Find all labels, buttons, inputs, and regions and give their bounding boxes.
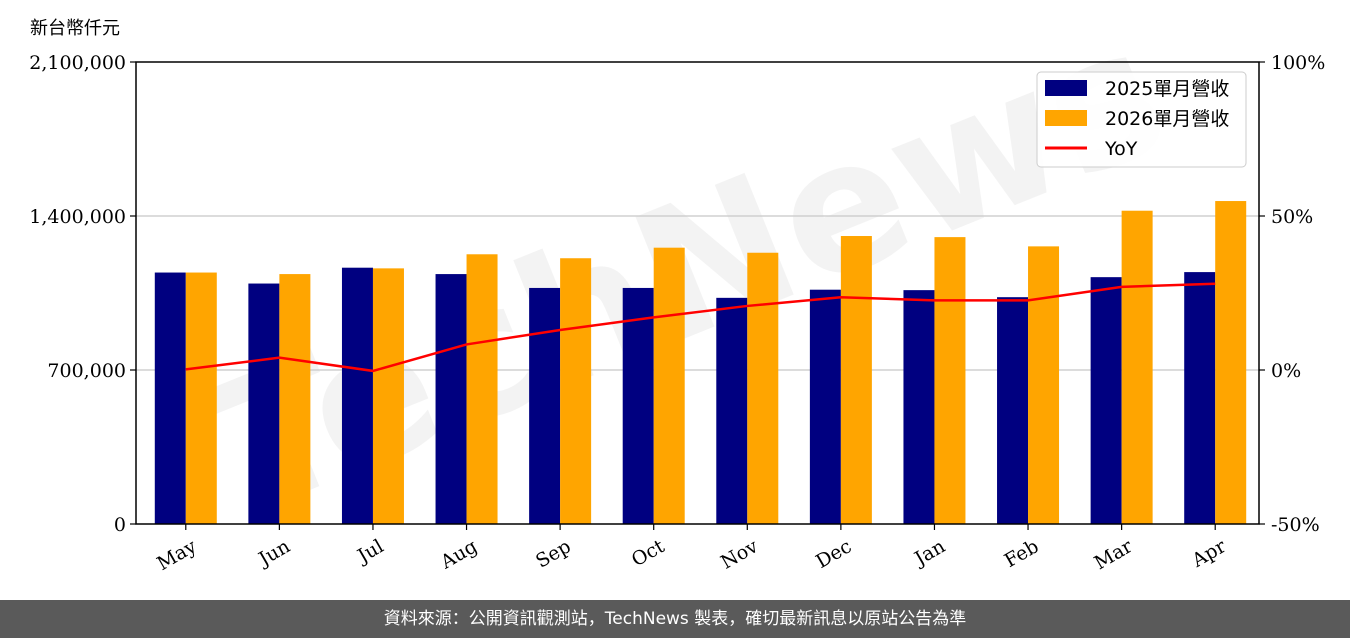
legend-box bbox=[1036, 71, 1247, 168]
x-tick-label: Aug bbox=[436, 535, 481, 574]
x-tick-label: Apr bbox=[1188, 535, 1231, 572]
bar bbox=[747, 252, 779, 525]
y-right-tick-label: -50% bbox=[1271, 514, 1320, 536]
bar bbox=[560, 258, 592, 524]
bar bbox=[372, 268, 404, 524]
bar bbox=[716, 297, 748, 524]
yoy-line-group bbox=[185, 282, 1216, 373]
y-right-tick-label: 0% bbox=[1271, 360, 1301, 382]
bar bbox=[341, 267, 373, 524]
gridlines bbox=[136, 215, 1259, 371]
bar bbox=[279, 274, 311, 524]
x-tick-label: Mar bbox=[1091, 535, 1137, 574]
y-left-tick-label: 2,100,000 bbox=[29, 52, 126, 74]
yoy-line bbox=[185, 282, 1216, 373]
revenue-chart: TechNews 0700,0001,400,0002,100,000-50%0… bbox=[29, 0, 1325, 575]
bar bbox=[466, 254, 498, 524]
bar bbox=[248, 283, 280, 524]
bar bbox=[154, 272, 186, 524]
bar bbox=[1215, 201, 1247, 525]
bar bbox=[185, 272, 217, 524]
legend-swatch bbox=[1045, 80, 1087, 96]
x-tick-label: Oct bbox=[628, 535, 669, 571]
y-right-tick-label: 100% bbox=[1271, 52, 1325, 74]
bar bbox=[809, 289, 841, 524]
y-left-tick-label: 700,000 bbox=[47, 360, 126, 382]
bar bbox=[903, 290, 935, 524]
bar bbox=[840, 236, 872, 524]
bar bbox=[934, 237, 966, 524]
y-axis-unit-label: 新台幣仟元 bbox=[30, 18, 120, 39]
legend-label: 2026單月營收 bbox=[1105, 108, 1229, 130]
y-right-tick-label: 50% bbox=[1271, 206, 1313, 228]
x-tick-label: Jul bbox=[352, 535, 387, 568]
legend-label: 2025單月營收 bbox=[1105, 78, 1229, 100]
bar bbox=[1028, 246, 1060, 525]
x-tick-label: Nov bbox=[717, 535, 762, 574]
bar bbox=[997, 297, 1029, 524]
y-left-tick-label: 0 bbox=[114, 514, 126, 536]
x-tick-label: Sep bbox=[532, 535, 575, 572]
plot-frame bbox=[135, 61, 1260, 525]
legend-swatch bbox=[1045, 110, 1087, 126]
legend-label: YoY bbox=[1104, 138, 1138, 160]
x-tick-label: May bbox=[153, 535, 200, 575]
x-tick-label: Dec bbox=[812, 535, 855, 573]
bar bbox=[1121, 210, 1153, 524]
bar bbox=[653, 247, 685, 524]
bars-group bbox=[154, 201, 1247, 525]
bar bbox=[435, 274, 467, 524]
legend: 2025單月營收 2026單月營收 YoY bbox=[1036, 71, 1247, 168]
x-tick-label: Feb bbox=[1001, 535, 1043, 572]
bar bbox=[622, 287, 654, 524]
bar bbox=[529, 287, 561, 524]
x-tick-label: Jan bbox=[909, 535, 949, 571]
footer-source: 資料來源：公開資訊觀測站，TechNews 製表，確切最新訊息以原站公告為準 bbox=[0, 600, 1350, 638]
y-left-tick-label: 1,400,000 bbox=[29, 206, 126, 228]
bar bbox=[1090, 277, 1122, 524]
bar bbox=[1184, 272, 1216, 524]
